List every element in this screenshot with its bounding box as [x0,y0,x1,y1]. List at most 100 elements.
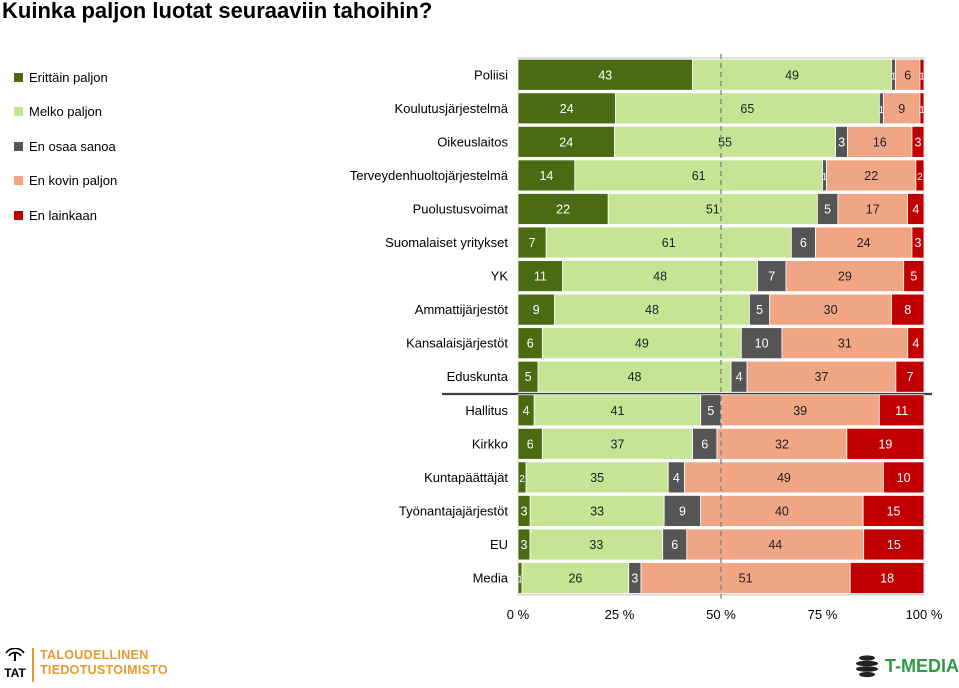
legend-label: En kovin paljon [29,173,118,189]
bar-kansalaisjärjestöt-erittäin-paljon [517,327,543,360]
bar-puolustusvoimat-erittäin-paljon [517,193,609,225]
data-label-oikeuslaitos-en-kovin-paljon: 16 [873,135,887,149]
bar-työnantajajärjestöt-en-osaa-sanoa [663,495,702,527]
data-label-puolustusvoimat-melko-paljon: 51 [706,202,720,216]
data-label-ammattijärjestöt-en-lainkaan: 8 [904,303,911,317]
category-label-hallitus: Hallitus [465,403,508,418]
category-label-työnantajajärjestöt: Työnantajajärjestöt [399,503,509,518]
category-label-media: Media [473,571,509,586]
data-label-suomalaiset-yritykset-melko-paljon: 61 [662,236,676,250]
data-label-kirkko-en-osaa-sanoa: 6 [701,437,708,451]
chart-title: Kuinka paljon luotat seuraaviin tahoihin… [2,0,433,23]
data-label-poliisi-melko-paljon: 49 [785,68,799,82]
bar-terveydenhuoltojärjestelmä-melko-paljon [574,159,823,192]
bar-koulutusjärjestelmä-en-kovin-paljon [883,92,921,125]
data-label-suomalaiset-yritykset-en-kovin-paljon: 24 [857,236,871,250]
data-label-kuntapäättäjät-en-kovin-paljon: 49 [777,471,791,485]
data-label-koulutusjärjestelmä-en-lainkaan: 1 [919,105,925,116]
legend-label: Erittäin paljon [29,69,108,85]
tat-mark-text: TAT [4,666,26,680]
category-label-oikeuslaitos: Oikeuslaitos [437,134,508,149]
bar-koulutusjärjestelmä-en-lainkaan [919,92,925,125]
data-label-media-melko-paljon: 26 [568,572,582,586]
data-label-eduskunta-en-osaa-sanoa: 4 [736,370,743,384]
data-label-koulutusjärjestelmä-en-kovin-paljon: 9 [898,102,905,116]
data-label-terveydenhuoltojärjestelmä-en-osaa-sanoa: 1 [822,172,828,183]
bar-yk-en-osaa-sanoa [757,260,787,292]
data-label-työnantajajärjestöt-en-kovin-paljon: 40 [775,504,789,518]
tmedia-text: T-MEDIA [885,655,959,676]
category-label-kuntapäättäjät: Kuntapäättäjät [424,470,508,485]
bar-koulutusjärjestelmä-melko-paljon [615,92,880,125]
tmedia-logo: T-MEDIA [854,653,959,679]
data-label-kansalaisjärjestöt-erittäin-paljon: 6 [527,337,534,351]
bar-kirkko-en-kovin-paljon [716,427,848,460]
bar-hallitus-en-kovin-paljon [720,394,880,427]
bar-eu-en-osaa-sanoa [662,528,688,561]
tat-name-line1: TALOUDELLINEN [40,648,149,662]
category-label-poliisi: Poliisi [474,67,508,82]
category-label-suomalaiset-yritykset: Suomalaiset yritykset [385,235,508,250]
bar-kirkko-melko-paljon [541,427,693,460]
data-label-oikeuslaitos-en-osaa-sanoa: 3 [838,135,845,149]
bar-terveydenhuoltojärjestelmä-en-lainkaan [915,159,925,192]
bar-ammattijärjestöt-en-kovin-paljon [769,293,892,326]
data-label-kuntapäättäjät-en-osaa-sanoa: 4 [673,471,680,485]
data-label-terveydenhuoltojärjestelmä-melko-paljon: 61 [692,169,706,183]
bar-poliisi-en-lainkaan [919,58,925,91]
data-label-puolustusvoimat-erittäin-paljon: 22 [556,202,570,216]
data-label-kansalaisjärjestöt-en-kovin-paljon: 31 [838,337,852,351]
bar-suomalaiset-yritykset-en-lainkaan [911,226,925,259]
category-label-puolustusvoimat: Puolustusvoimat [413,201,509,216]
data-label-hallitus-en-kovin-paljon: 39 [793,404,807,418]
bar-yk-erittäin-paljon [517,260,564,292]
data-label-poliisi-erittäin-paljon: 43 [598,68,612,82]
data-label-kirkko-melko-paljon: 37 [611,437,625,451]
bar-eduskunta-melko-paljon [537,360,732,393]
data-label-yk-en-osaa-sanoa: 7 [768,270,775,284]
bar-kuntapäättäjät-melko-paljon [525,461,669,494]
tmedia-globe-icon [856,655,878,678]
legend-item-erittäin-paljon: Erittäin paljon [14,68,108,86]
data-label-terveydenhuoltojärjestelmä-en-lainkaan: 2 [917,172,923,183]
x-tick-label-25: 25 % [605,607,635,622]
bar-ammattijärjestöt-erittäin-paljon [517,293,555,326]
data-label-ammattijärjestöt-erittäin-paljon: 9 [533,303,540,317]
data-label-eduskunta-melko-paljon: 48 [628,370,642,384]
category-label-yk: YK [491,269,509,284]
bar-suomalaiset-yritykset-en-osaa-sanoa [790,226,816,259]
tat-mark: TAT [4,647,26,680]
data-label-hallitus-en-lainkaan: 11 [895,404,908,418]
bar-oikeuslaitos-erittäin-paljon [517,125,615,158]
data-label-kirkko-erittäin-paljon: 6 [527,437,534,451]
data-label-poliisi-en-kovin-paljon: 6 [904,68,911,82]
tat-logo: TAT TALOUDELLINEN TIEDOTUSTOIMISTO [4,647,168,682]
tat-name-line2: TIEDOTUSTOIMISTO [40,663,168,677]
data-label-eu-en-lainkaan: 15 [887,538,901,552]
data-label-hallitus-en-osaa-sanoa: 5 [707,404,714,418]
bar-kuntapäättäjät-en-lainkaan [883,461,925,494]
data-label-eu-erittäin-paljon: 3 [521,538,528,552]
bar-oikeuslaitos-en-lainkaan [911,125,925,158]
x-tick-label-100: 100 % [906,607,943,622]
data-label-suomalaiset-yritykset-erittäin-paljon: 7 [529,236,536,250]
bar-suomalaiset-yritykset-melko-paljon [545,226,792,259]
data-label-kirkko-en-lainkaan: 19 [878,437,892,451]
data-label-ammattijärjestöt-en-kovin-paljon: 30 [824,303,838,317]
bar-puolustusvoimat-en-kovin-paljon [837,193,908,225]
data-label-kansalaisjärjestöt-en-osaa-sanoa: 10 [755,337,769,351]
bar-kansalaisjärjestöt-melko-paljon [541,327,742,360]
bar-kansalaisjärjestöt-en-lainkaan [907,327,925,360]
x-tick-label-0: 0 % [507,607,530,622]
bar-terveydenhuoltojärjestelmä-en-kovin-paljon [826,159,917,192]
data-label-hallitus-melko-paljon: 41 [611,404,625,418]
bar-media-en-kovin-paljon [640,562,851,594]
category-label-kirkko: Kirkko [472,436,508,451]
legend-item-en-kovin-paljon: En kovin paljon [14,172,117,190]
data-label-oikeuslaitos-erittäin-paljon: 24 [559,135,573,149]
bar-kuntapäättäjät-en-kovin-paljon [684,461,884,494]
data-label-kuntapäättäjät-erittäin-paljon: 2 [519,474,525,485]
legend-item-en-osaa-sanoa: En osaa sanoa [14,137,116,155]
data-label-eu-en-kovin-paljon: 44 [768,538,782,552]
data-label-kuntapäättäjät-melko-paljon: 35 [590,471,604,485]
